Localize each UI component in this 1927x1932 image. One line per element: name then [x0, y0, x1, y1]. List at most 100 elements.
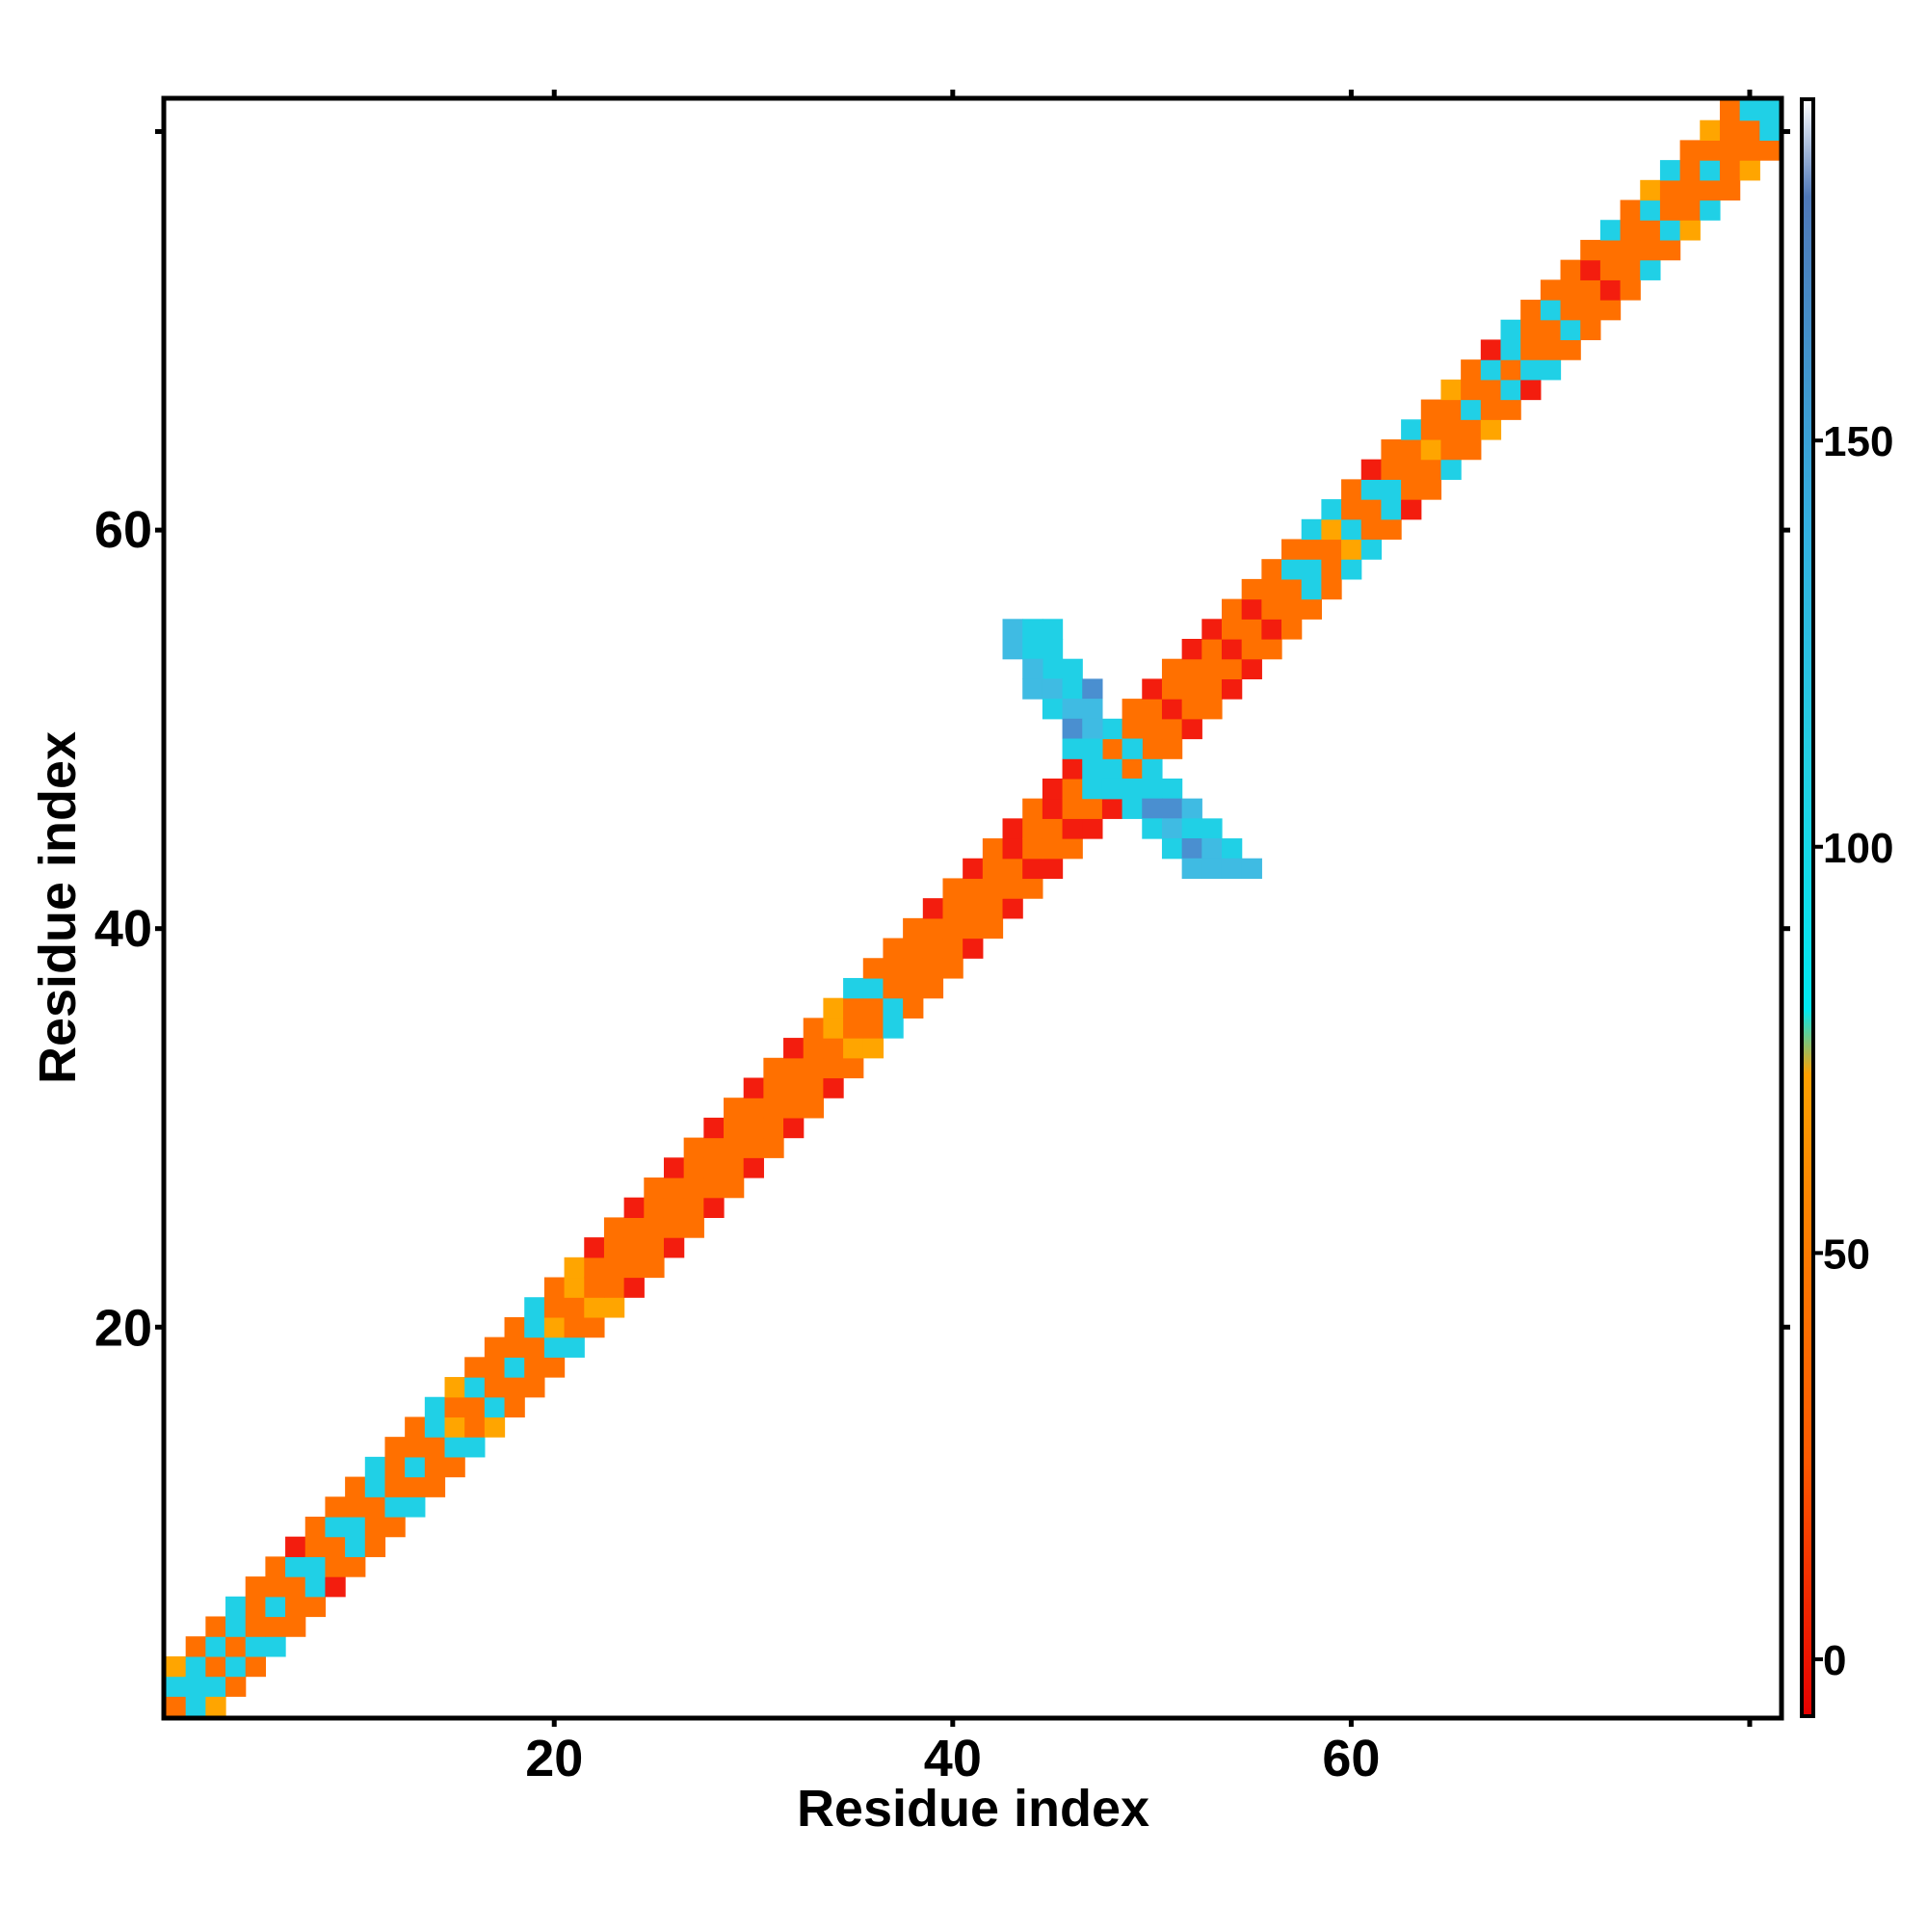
- heatmap-cell: [1062, 699, 1083, 720]
- heatmap-cell: [1321, 539, 1342, 560]
- heatmap-cell: [1101, 738, 1123, 759]
- heatmap-cell: [345, 1556, 366, 1577]
- heatmap-cell: [1101, 758, 1123, 780]
- heatmap-cell: [1440, 399, 1462, 420]
- heatmap-cell: [862, 977, 884, 999]
- heatmap-cell: [644, 1178, 665, 1199]
- heatmap-cell: [1679, 220, 1701, 241]
- heatmap-cell: [1101, 778, 1123, 800]
- heatmap-cell: [1759, 119, 1781, 141]
- heatmap-cell: [843, 977, 864, 999]
- heatmap-cell: [1480, 399, 1502, 420]
- heatmap-cell: [1241, 639, 1262, 660]
- heatmap-cell: [564, 1277, 585, 1298]
- heatmap-cell: [584, 1316, 605, 1338]
- heatmap-cell: [1082, 818, 1103, 839]
- heatmap-cell: [1142, 678, 1163, 700]
- heatmap-cell: [903, 917, 924, 940]
- heatmap-cell: [1719, 100, 1741, 121]
- heatmap-cell: [1580, 259, 1601, 280]
- heatmap-cell: [963, 917, 984, 940]
- heatmap-cell: [1461, 379, 1482, 401]
- heatmap-cell: [982, 917, 1004, 940]
- heatmap-cell: [1042, 658, 1064, 679]
- heatmap-cell: [1082, 798, 1103, 819]
- heatmap-cell: [1679, 160, 1701, 181]
- heatmap-cell: [743, 1098, 764, 1119]
- heatmap-cell: [1301, 598, 1322, 620]
- heatmap-cell: [584, 1297, 605, 1318]
- heatmap-cell: [1301, 559, 1322, 580]
- heatmap-cell: [1241, 578, 1262, 600]
- heatmap-cell: [763, 1117, 784, 1139]
- heatmap-cell: [564, 1297, 585, 1318]
- heatmap-cell: [1101, 718, 1123, 740]
- heatmap-cell: [424, 1396, 446, 1418]
- heatmap-cell: [245, 1616, 266, 1637]
- heatmap-cell: [1142, 718, 1163, 740]
- heatmap-cell: [1341, 518, 1362, 541]
- heatmap-cell: [683, 1197, 704, 1218]
- heatmap-cell: [1440, 438, 1462, 461]
- heatmap-cell: [883, 997, 904, 1019]
- heatmap-cell: [1700, 160, 1721, 181]
- heatmap-cell: [1062, 838, 1083, 860]
- heatmap-cell: [1201, 699, 1223, 720]
- heatmap-cell: [1620, 279, 1641, 301]
- heatmap-cell: [524, 1357, 545, 1378]
- heatmap-cell: [1002, 858, 1023, 880]
- heatmap-cell: [1042, 678, 1064, 700]
- heatmap-cell: [823, 1038, 844, 1059]
- heatmap-cell: [444, 1396, 465, 1418]
- heatmap-cell: [1461, 399, 1482, 420]
- colorbar-tick-label: 150: [1823, 418, 1893, 465]
- heatmap-cell: [1022, 878, 1043, 899]
- heatmap-cell: [564, 1316, 585, 1338]
- heatmap-cell: [1341, 539, 1362, 560]
- heatmap-cell: [1261, 598, 1282, 620]
- heatmap-cell: [584, 1277, 605, 1298]
- heatmap-cell: [1321, 578, 1342, 600]
- heatmap-cell: [543, 1316, 566, 1338]
- heatmap-cell: [1161, 658, 1183, 679]
- heatmap-cell: [265, 1636, 286, 1657]
- heatmap-cell: [603, 1297, 625, 1318]
- heatmap-cell: [543, 1297, 566, 1318]
- heatmap-cell: [304, 1576, 327, 1598]
- heatmap-cell: [1520, 319, 1542, 341]
- heatmap-cell: [644, 1257, 665, 1279]
- heatmap-cell: [1580, 319, 1601, 341]
- heatmap-cell: [1082, 678, 1103, 700]
- heatmap-cell: [623, 1217, 645, 1238]
- heatmap-cell: [484, 1337, 506, 1358]
- heatmap-cell: [1739, 119, 1760, 141]
- heatmap-cell: [644, 1217, 665, 1238]
- heatmap-cell: [1002, 639, 1023, 660]
- heatmap-cell: [1281, 598, 1303, 620]
- heatmap-cell: [1221, 619, 1243, 640]
- heatmap-cell: [1620, 239, 1641, 261]
- heatmap-cell: [1181, 718, 1202, 740]
- heatmap-cell: [484, 1396, 506, 1418]
- heatmap-cell: [1420, 459, 1442, 480]
- heatmap-cell: [524, 1377, 545, 1398]
- heatmap-cell: [1082, 758, 1103, 780]
- heatmap-cell: [963, 938, 984, 959]
- heatmap-cell: [724, 1098, 745, 1119]
- heatmap-cell: [1620, 199, 1641, 221]
- heatmap-cell: [963, 878, 984, 899]
- heatmap-cell: [1560, 319, 1581, 341]
- heatmap-cell: [1520, 339, 1542, 360]
- heatmap-cell: [364, 1536, 386, 1557]
- heatmap-cell: [843, 1057, 864, 1079]
- heatmap-cell: [783, 1057, 805, 1079]
- heatmap-cell: [724, 1178, 745, 1199]
- heatmap-cell: [1142, 818, 1163, 839]
- heatmap-cell: [484, 1357, 506, 1378]
- heatmap-cell: [1461, 419, 1482, 440]
- heatmap-cell: [1560, 339, 1581, 360]
- heatmap-cell: [384, 1516, 406, 1538]
- heatmap-cell: [205, 1696, 226, 1717]
- heatmap-cell: [364, 1456, 386, 1478]
- heatmap-cell: [464, 1377, 486, 1398]
